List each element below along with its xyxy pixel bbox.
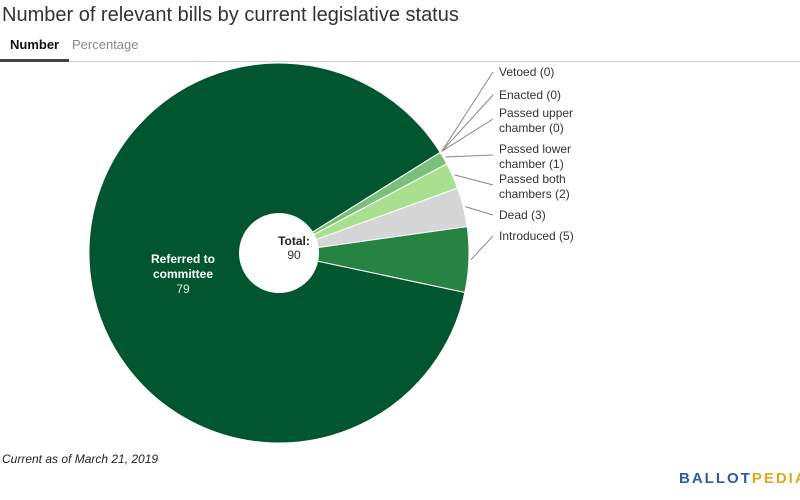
- chart-title: Number of relevant bills by current legi…: [2, 4, 459, 26]
- tab-number[interactable]: Number: [0, 30, 70, 62]
- label-passed-upper-chamber: Passed upper chamber (0): [499, 106, 573, 135]
- center-total-value: 90: [287, 248, 301, 262]
- inside-label-value: 79: [176, 282, 190, 296]
- tab-percentage[interactable]: Percentage: [72, 37, 139, 52]
- ballotpedia-logo[interactable]: BALLOTPEDIA: [679, 470, 800, 487]
- label-introduced: Introduced (5): [499, 229, 574, 243]
- donut-hole: [239, 213, 319, 293]
- leader-line-dead: [465, 206, 494, 216]
- inside-label-line-0: Referred to: [151, 252, 215, 266]
- leader-line-introduced: [470, 235, 494, 261]
- label-vetoed: Vetoed (0): [499, 65, 554, 79]
- logo-pedia: PEDIA: [751, 470, 800, 487]
- leader-line-passed-lower-chamber: [445, 154, 494, 158]
- label-passed-both-chambers: Passed both chambers (2): [499, 172, 570, 201]
- view-tabs: Number Percentage: [0, 30, 800, 62]
- chart-leader-lines: [441, 71, 494, 261]
- center-total-label: Total:: [278, 234, 310, 248]
- inside-label-line-1: committee: [153, 267, 213, 281]
- leader-line-enacted: [441, 94, 494, 152]
- label-dead: Dead (3): [499, 208, 546, 222]
- logo-ballot: BALLOT: [679, 470, 752, 487]
- chart-labels: Introduced (5) Dead (3) Passed both chamber…: [151, 65, 574, 296]
- label-passed-lower-chamber: Passed lower chamber (1): [499, 142, 571, 171]
- leader-line-vetoed: [441, 71, 494, 152]
- footnote: Current as of March 21, 2019: [2, 452, 159, 466]
- label-enacted: Enacted (0): [499, 88, 561, 102]
- leader-line-passed-upper-chamber: [441, 118, 494, 152]
- leader-line-passed-both-chambers: [454, 174, 494, 186]
